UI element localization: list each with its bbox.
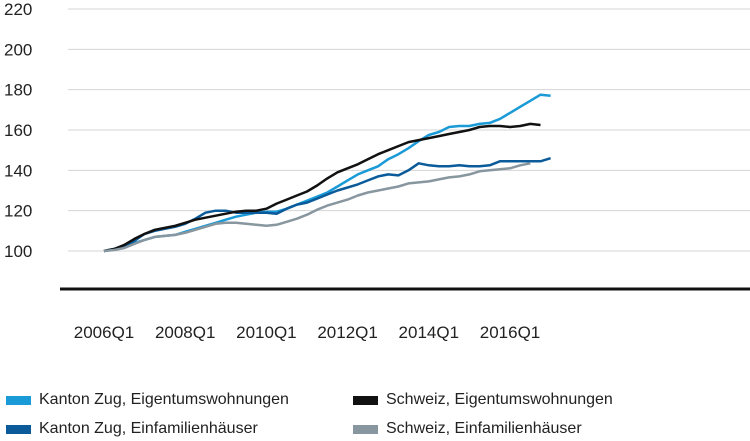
legend-label: Schweiz, Eigentumswohnungen [386, 391, 613, 408]
y-axis-ticks: 100 120 140 160 180 200 220 [4, 0, 32, 261]
y-tick-label: 200 [4, 40, 32, 59]
legend: Kanton Zug, Eigentumswohnungen Kanton Zu… [0, 386, 750, 441]
x-tick-label: 2008Q1 [155, 323, 216, 342]
y-tick-label: 100 [4, 242, 32, 261]
y-tick-label: 140 [4, 161, 32, 180]
legend-swatch [353, 395, 378, 405]
y-tick-label: 120 [4, 202, 32, 221]
legend-label: Kanton Zug, Eigentumswohnungen [39, 391, 289, 408]
x-tick-label: 2014Q1 [399, 323, 460, 342]
series-line-3 [103, 162, 531, 253]
legend-item: Schweiz, Einfamilienhäuser [353, 420, 582, 438]
series-line-2 [103, 122, 541, 253]
y-tick-label: 180 [4, 81, 32, 100]
y-tick-label: 220 [4, 0, 32, 19]
x-tick-label: 2012Q1 [317, 323, 378, 342]
legend-label: Kanton Zug, Einfamilienhäuser [39, 420, 258, 437]
legend-item: Kanton Zug, Einfamilienhäuser [6, 420, 258, 438]
line-chart: 100 120 140 160 180 200 220 2006Q1 2008Q1 2010Q1… [4, 0, 750, 342]
x-tick-label: 2006Q1 [74, 323, 135, 342]
gridlines [68, 8, 750, 252]
legend-item: Kanton Zug, Eigentumswohnungen [6, 391, 289, 409]
x-tick-label: 2010Q1 [236, 323, 297, 342]
x-axis-ticks: 2006Q1 2008Q1 2010Q1 2012Q1 2014Q1 2016Q1 [74, 323, 541, 342]
legend-swatch [6, 395, 31, 405]
legend-swatch [6, 424, 31, 434]
legend-swatch [353, 424, 378, 434]
series-lines [103, 93, 551, 253]
y-tick-label: 160 [4, 121, 32, 140]
legend-label: Schweiz, Einfamilienhäuser [386, 420, 582, 437]
legend-item: Schweiz, Eigentumswohnungen [353, 391, 613, 409]
x-tick-label: 2016Q1 [480, 323, 541, 342]
